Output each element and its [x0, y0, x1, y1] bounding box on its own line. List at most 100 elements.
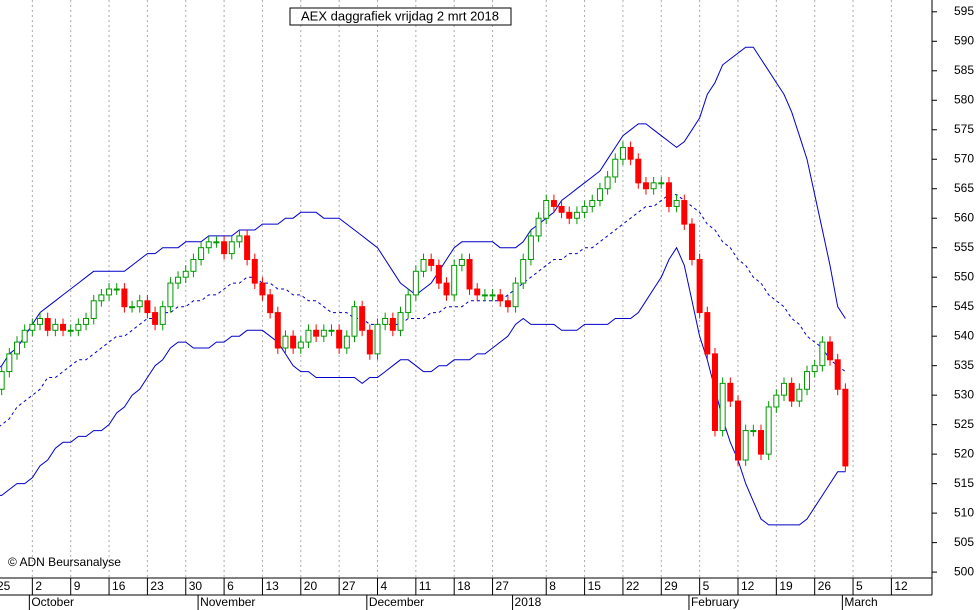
candle-body — [627, 146, 634, 160]
candle-body — [612, 158, 619, 178]
x-tick-label: 29 — [664, 579, 678, 593]
x-tick-label: 22 — [626, 579, 640, 593]
candle-body — [136, 300, 143, 308]
y-tick-label: 550 — [954, 269, 974, 283]
candle-body — [512, 282, 519, 308]
y-tick-label: 525 — [954, 417, 974, 431]
y-tick-label: 560 — [954, 210, 974, 224]
x-tick-label: 16 — [112, 579, 126, 593]
candle-body — [274, 312, 281, 349]
candle-body — [144, 300, 151, 314]
band-line — [0, 246, 846, 526]
candle-body — [765, 406, 772, 455]
candle-body — [29, 323, 36, 331]
band-line — [0, 194, 846, 427]
y-tick-label: 595 — [954, 4, 974, 18]
candle-body — [796, 388, 803, 402]
x-tick-label: 5 — [856, 579, 863, 593]
candle-body — [842, 388, 849, 467]
candle-body — [443, 282, 450, 296]
candle-body — [497, 294, 504, 302]
y-tick-label: 500 — [954, 564, 974, 578]
month-label: October — [31, 595, 74, 609]
candle-body — [811, 365, 818, 373]
candle-body — [290, 335, 297, 349]
y-axis: 500 505 510 515 520 525 530 535 540 545 550 555 560 5… — [932, 4, 974, 578]
x-tick-label: 19 — [779, 579, 793, 593]
month-label: December — [369, 595, 424, 609]
candle-body — [665, 182, 672, 207]
candle-body — [182, 270, 189, 278]
candle-body — [458, 259, 465, 266]
candle-body — [719, 382, 726, 432]
candle-body — [734, 400, 741, 461]
candle-body — [228, 241, 235, 255]
candle-body — [297, 341, 304, 349]
chart-title: AEX daggrafiek vrijdag 2 mrt 2018 — [301, 8, 499, 23]
candle-body — [558, 205, 565, 213]
y-tick-label: 545 — [954, 299, 974, 313]
candle-body — [550, 200, 557, 207]
x-tick-label: 4 — [381, 579, 388, 593]
x-tick-label: 5 — [703, 579, 710, 593]
candle-body — [129, 306, 136, 309]
candle-body — [175, 276, 182, 284]
month-label: February — [691, 595, 739, 609]
candle-body — [543, 200, 550, 219]
y-tick-label: 530 — [954, 387, 974, 401]
candle-body — [535, 217, 542, 237]
candle-body — [635, 158, 642, 184]
candle-body — [366, 329, 373, 355]
candle-body — [520, 259, 527, 284]
candle-body — [359, 306, 366, 331]
candle-body — [83, 317, 90, 325]
title-box — [289, 7, 512, 26]
y-tick-label: 505 — [954, 535, 974, 549]
y-tick-label: 575 — [954, 122, 974, 136]
candle-body — [681, 200, 688, 225]
candle-body — [397, 312, 404, 331]
candle-body — [6, 353, 13, 373]
candle-body — [106, 288, 113, 296]
candle-body — [727, 382, 734, 402]
candle-body — [819, 341, 826, 367]
x-tick-label: 8 — [549, 579, 556, 593]
candle-body — [566, 211, 573, 219]
candle-body — [742, 430, 749, 461]
candle-body — [581, 205, 588, 213]
candle-body — [98, 294, 105, 302]
candle-body — [0, 371, 5, 390]
candle-body — [336, 329, 343, 349]
candle-body — [673, 200, 680, 207]
candle-body — [466, 259, 473, 290]
y-tick-label: 535 — [954, 358, 974, 372]
candle-body — [481, 294, 488, 297]
candle-body — [221, 241, 228, 255]
candle-body — [389, 317, 396, 331]
candle-body — [604, 176, 611, 190]
candle-body — [573, 211, 580, 219]
candle-body — [190, 259, 197, 272]
candle-body — [236, 235, 243, 243]
candle-body — [282, 335, 289, 349]
candle-body — [75, 323, 82, 331]
x-tick-label: 23 — [150, 579, 164, 593]
candle-body — [504, 300, 511, 308]
candle-body — [711, 353, 718, 432]
candle-body — [788, 382, 795, 402]
x-tick-label: 12 — [741, 579, 755, 593]
candle-body — [428, 259, 435, 266]
candle-body — [343, 335, 350, 349]
candle-body — [60, 323, 67, 331]
candle-body — [305, 329, 312, 343]
candle-body — [167, 282, 174, 308]
candle-body — [21, 329, 28, 343]
y-tick-label: 555 — [954, 240, 974, 254]
candle-body — [14, 341, 21, 355]
y-tick-label: 585 — [954, 63, 974, 77]
candle-body — [412, 270, 419, 296]
x-tick-label: 15 — [588, 579, 602, 593]
